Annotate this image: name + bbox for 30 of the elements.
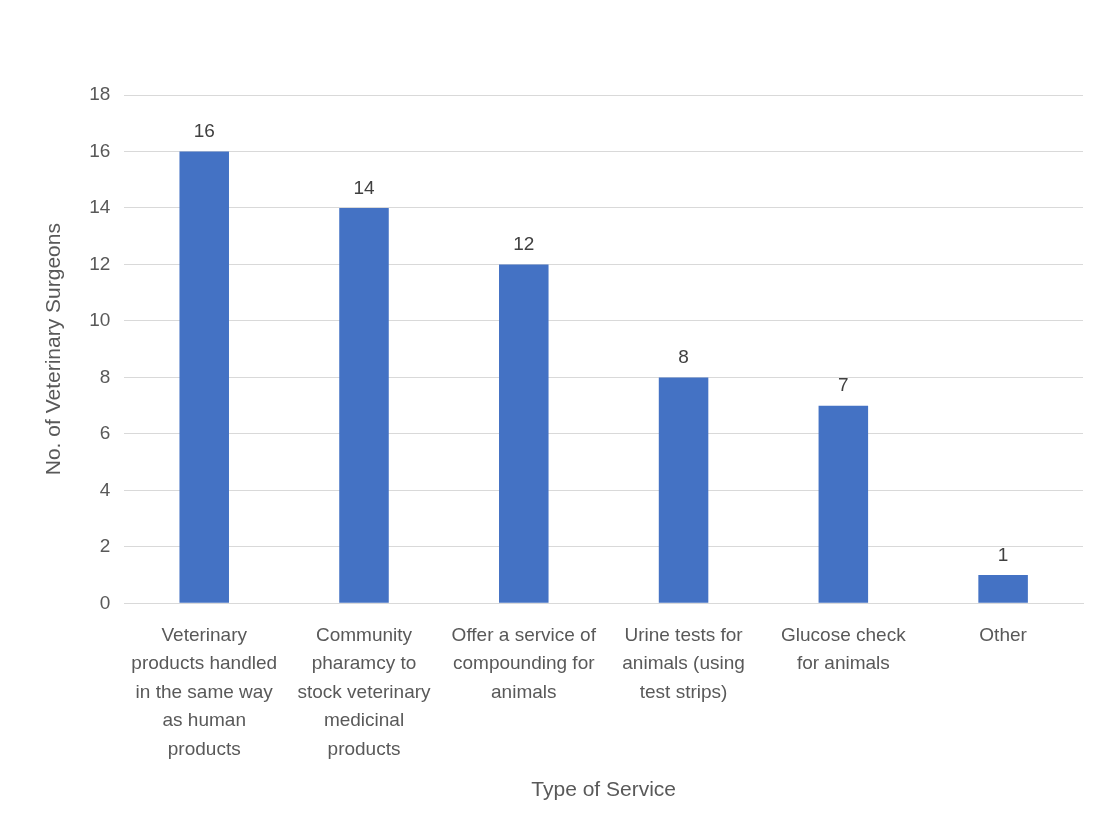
x-axis-title: Type of Service — [531, 777, 677, 801]
y-tick-label: 18 — [89, 83, 111, 105]
y-tick-label: 6 — [99, 422, 111, 444]
data-label: 12 — [513, 233, 535, 255]
data-label: 16 — [193, 120, 215, 142]
y-tick-label: 4 — [99, 478, 111, 500]
bar — [339, 207, 389, 603]
y-tick-label: 12 — [89, 252, 111, 274]
data-label: 7 — [838, 374, 849, 396]
data-label: 14 — [353, 176, 375, 198]
bar — [658, 377, 709, 603]
y-tick-label: 14 — [89, 196, 111, 218]
y-axis-title: No. of Veterinary Surgeons — [41, 223, 65, 476]
x-tick-label: Glucose check for animals — [781, 623, 907, 674]
y-tick-label: 10 — [89, 309, 111, 331]
x-tick-label: Community pharamcy to stock veterinary medicinal products — [297, 623, 432, 759]
y-tick-label: 16 — [89, 139, 111, 161]
x-tick-label: Other — [979, 623, 1028, 645]
bar — [818, 405, 869, 603]
data-label: 8 — [678, 346, 689, 368]
y-tick-label: 2 — [99, 535, 111, 557]
bar — [499, 264, 549, 603]
x-tick-label: Urine tests for animals (using test strips) — [622, 623, 745, 702]
bar — [978, 575, 1028, 603]
data-label: 1 — [997, 543, 1009, 565]
y-tick-label: 8 — [99, 365, 111, 387]
bar — [179, 151, 229, 603]
x-tick-label: Offer a service of compounding for animals — [451, 623, 597, 702]
y-tick-label: 0 — [99, 591, 111, 613]
x-tick-label: Veterinary products handled in the same way as human products — [131, 623, 278, 759]
